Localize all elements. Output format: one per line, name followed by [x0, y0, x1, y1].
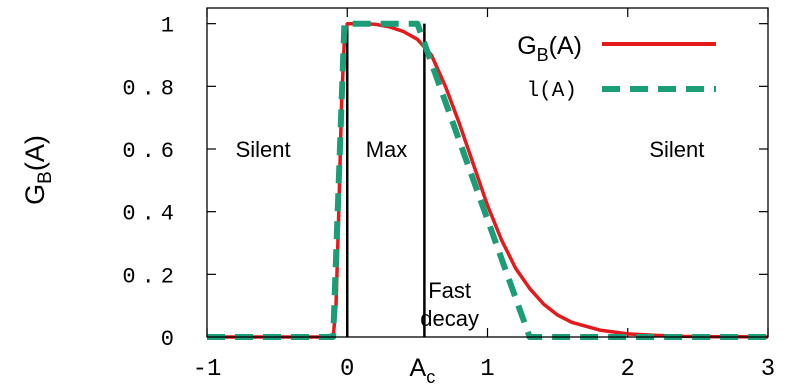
x-tick-label: 2 [621, 356, 635, 383]
y-tick-label: 0 [161, 327, 180, 352]
y-tick-label: 0.8 [122, 76, 180, 101]
annotation-label: Max [366, 137, 408, 162]
x-tick-label: 0 [340, 356, 354, 383]
legend-label-gb: GB(A) [517, 32, 582, 65]
y-tick-label: 0.2 [122, 264, 180, 289]
annotation-label: Silent [236, 137, 291, 162]
y-axis-label: GB(A) [20, 135, 56, 205]
x-tick-labels: -1 0 1 2 3 [193, 356, 776, 383]
ac-tick-label: Ac [410, 354, 436, 385]
axis-ticks [206, 8, 769, 338]
annotation-label: decay [420, 306, 479, 331]
series-lines [207, 20, 769, 340]
x-tick-label: -1 [193, 356, 222, 383]
legend-label-l: l(A) [527, 80, 577, 103]
series-gb-line [207, 21, 769, 339]
legend: GB(A) l(A) [517, 32, 716, 103]
annotation-label: Fast [428, 278, 471, 303]
x-tick-label: 1 [480, 356, 494, 383]
vertical-markers [346, 23, 426, 337]
y-tick-label: 0.6 [122, 139, 180, 164]
y-tick-labels: 0 0.2 0.4 0.6 0.8 1 [122, 14, 180, 352]
x-tick-label: 3 [761, 356, 775, 383]
plot-frame [206, 7, 769, 338]
region-annotations: Silent Max Silent Fast decay [236, 137, 705, 331]
y-tick-label: 1 [161, 14, 180, 39]
y-tick-label: 0.4 [122, 202, 180, 227]
series-l-line [207, 20, 768, 340]
annotation-label: Silent [649, 137, 704, 162]
